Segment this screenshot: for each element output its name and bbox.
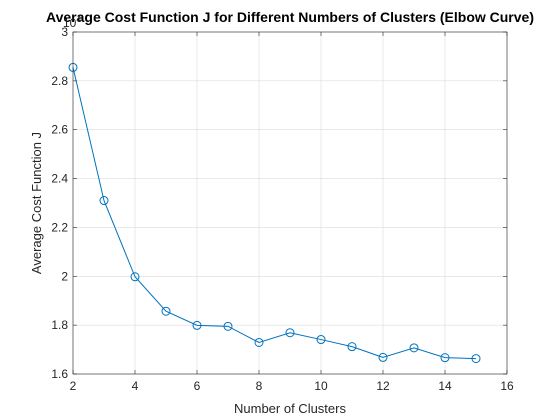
x-tick-label: 4 xyxy=(132,379,139,393)
data-point-marker xyxy=(316,335,326,345)
x-tick-label: 14 xyxy=(438,379,452,393)
y-tick-label: 2.8 xyxy=(51,74,68,88)
x-tick-label: 6 xyxy=(194,379,201,393)
x-tick-label: 2 xyxy=(70,379,77,393)
x-tick-label: 8 xyxy=(256,379,263,393)
y-exponent-base: 10 xyxy=(63,16,77,30)
y-tick-label: 2.6 xyxy=(51,123,68,137)
x-tick-label: 16 xyxy=(500,379,514,393)
y-tick-label: 2.4 xyxy=(51,172,68,186)
data-point-marker xyxy=(440,353,450,363)
data-point-marker xyxy=(471,354,481,364)
axis-ticks: 2 4 6 8 10 12 14 16 1.6 1.8 2 2.2 2.4 2.6 2.8 3 xyxy=(51,25,514,393)
axes-box xyxy=(72,31,508,375)
axes-background xyxy=(73,32,507,374)
data-series xyxy=(68,62,481,364)
y-axis-label: Average Cost Function J xyxy=(29,132,44,274)
data-point-marker xyxy=(223,321,233,331)
data-point-marker xyxy=(347,342,357,352)
data-point-marker xyxy=(285,328,295,338)
x-axis-label: Number of Clusters xyxy=(234,401,346,416)
data-point-marker xyxy=(378,352,388,362)
data-point-marker xyxy=(161,306,171,316)
x-tick-label: 12 xyxy=(376,379,390,393)
y-tick-label: 3 xyxy=(61,25,68,39)
y-tick-label: 1.8 xyxy=(51,318,68,332)
data-point-marker xyxy=(254,337,264,347)
y-exponent-power: 4 xyxy=(76,14,81,24)
data-point-marker xyxy=(409,343,419,353)
series-line xyxy=(72,67,477,360)
y-tick-label: 2.2 xyxy=(51,220,68,234)
y-exponent-label: 104 xyxy=(63,14,81,30)
y-tick-label: 2 xyxy=(61,269,68,283)
data-point-marker xyxy=(192,320,202,330)
chart-title: Average Cost Function J for Different Nu… xyxy=(46,9,534,25)
data-point-marker xyxy=(99,196,109,206)
plot-area: 2 4 6 8 10 12 14 16 1.6 1.8 2 2.2 2.4 2.6 2.8 3 xyxy=(51,25,514,393)
y-tick-label: 1.6 xyxy=(51,367,68,381)
x-tick-label: 10 xyxy=(314,379,328,393)
data-point-marker xyxy=(130,272,140,282)
